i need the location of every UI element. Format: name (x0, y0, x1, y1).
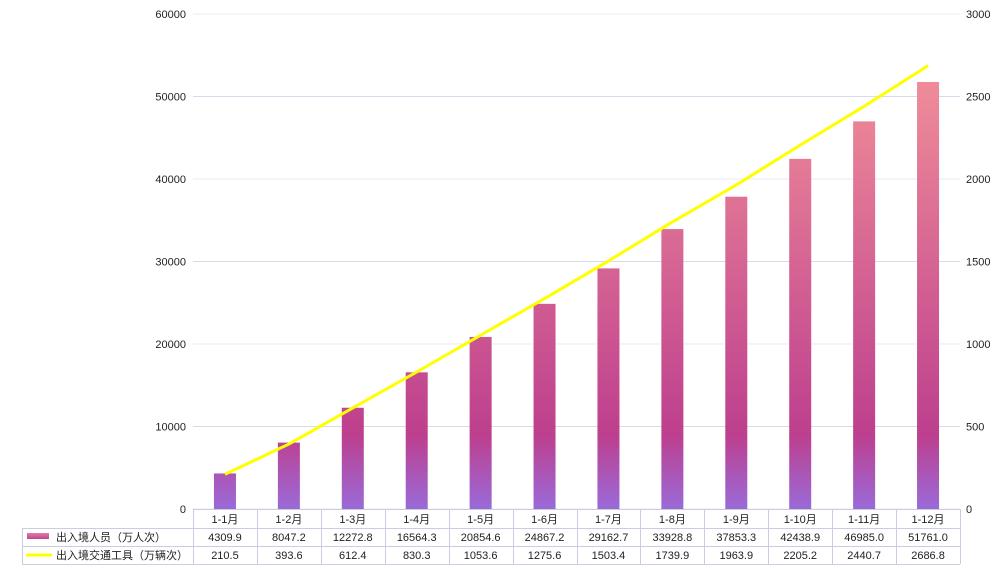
category-label: 1-6月 (531, 514, 558, 526)
right-tick-label: 1000 (966, 339, 990, 351)
data-cell: 37853.3 (716, 532, 756, 544)
data-cell: 24867.2 (525, 532, 565, 544)
data-cell: 1275.6 (528, 550, 562, 562)
data-cell: 8047.2 (272, 532, 306, 544)
data-table: 1-1月 1-2月 1-3月 1-4月 1-5月 1-6月 1-7月 1-8月 1-9月 1-10… (22, 509, 961, 565)
legend-label: 出入境交通工具（万辆次） (56, 548, 188, 562)
category-label: 1-10月 (784, 514, 817, 526)
right-tick-label: 1500 (966, 257, 990, 269)
bar (342, 408, 364, 509)
data-cell: 1739.9 (656, 550, 690, 562)
data-cell: 4309.9 (208, 532, 242, 544)
bar (534, 304, 556, 509)
category-label: 1-12月 (912, 514, 945, 526)
category-label: 1-7月 (595, 514, 622, 526)
data-cell: 2686.8 (911, 550, 945, 562)
line-series (225, 66, 928, 475)
category-label: 1-3月 (339, 514, 366, 526)
category-label: 1-1月 (212, 514, 239, 526)
data-cell: 2440.7 (847, 550, 881, 562)
data-cell: 12272.8 (333, 532, 373, 544)
left-tick-label: 10000 (155, 422, 186, 434)
right-tick-label: 500 (966, 422, 984, 434)
bar (853, 121, 875, 509)
left-tick-label: 60000 (155, 9, 186, 21)
left-tick-label: 20000 (155, 339, 186, 351)
bar (406, 372, 428, 509)
data-cell: 612.4 (339, 550, 367, 562)
category-label: 1-8月 (659, 514, 686, 526)
bar-series (214, 82, 939, 509)
bar (597, 268, 619, 509)
data-cell: 16564.3 (397, 532, 437, 544)
data-cell: 830.3 (403, 550, 431, 562)
right-tick-label: 2500 (966, 92, 990, 104)
data-cell: 51761.0 (908, 532, 948, 544)
line-path (225, 66, 928, 475)
data-cell: 210.5 (211, 550, 239, 562)
category-label: 1-5月 (467, 514, 494, 526)
category-label: 1-2月 (275, 514, 302, 526)
right-axis: 0 500 1000 1500 2000 2500 3000 (966, 9, 990, 516)
bar (725, 197, 747, 509)
right-tick-label: 0 (966, 504, 972, 516)
left-tick-label: 40000 (155, 174, 186, 186)
legend-swatch-bar (27, 533, 49, 539)
data-cell: 42438.9 (780, 532, 820, 544)
data-cell: 393.6 (275, 550, 303, 562)
bar (214, 473, 236, 509)
category-label: 1-9月 (723, 514, 750, 526)
data-cell: 1503.4 (592, 550, 626, 562)
data-cell: 46985.0 (844, 532, 884, 544)
left-tick-label: 50000 (155, 92, 186, 104)
data-cell: 1963.9 (719, 550, 753, 562)
data-cell: 29162.7 (589, 532, 629, 544)
data-cell: 33928.8 (652, 532, 692, 544)
legend-label: 出入境人员（万人次） (56, 530, 166, 544)
left-tick-label: 30000 (155, 257, 186, 269)
category-label: 1-4月 (403, 514, 430, 526)
left-axis: 0 10000 20000 30000 40000 50000 60000 (155, 9, 186, 516)
right-tick-label: 3000 (966, 9, 990, 21)
bar (278, 443, 300, 509)
right-tick-label: 2000 (966, 174, 990, 186)
bar (470, 337, 492, 509)
data-cell: 20854.6 (461, 532, 501, 544)
category-label: 1-11月 (848, 514, 880, 526)
bar (917, 82, 939, 509)
data-cell: 2205.2 (783, 550, 817, 562)
data-cell: 1053.6 (464, 550, 498, 562)
left-tick-label: 0 (180, 504, 186, 516)
bar (661, 229, 683, 509)
bar (789, 159, 811, 509)
